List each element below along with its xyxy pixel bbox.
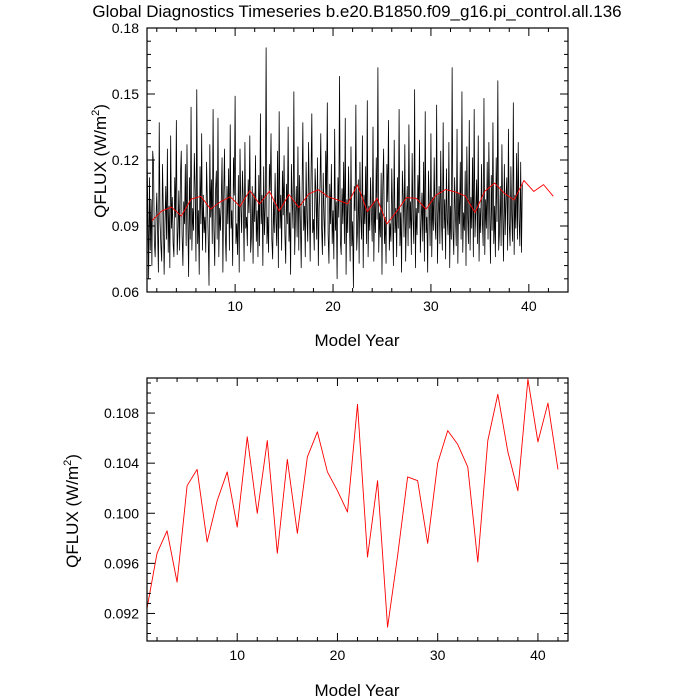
top-y-tick-label: 0.12 — [112, 152, 139, 168]
bottom-plot-area: 10 20 30 40 0.092 0.096 0.100 0.104 0.108 — [104, 377, 569, 663]
bottom-y-tick-label: 0.108 — [104, 405, 139, 421]
top-y-tick-label: 0.06 — [112, 284, 139, 300]
top-y-tick-label: 0.09 — [112, 218, 139, 234]
bottom-y-tick-label: 0.104 — [104, 455, 139, 471]
top-series-annual-mean — [151, 180, 554, 225]
top-x-tick-label: 20 — [325, 298, 341, 314]
bottom-panel: 10 20 30 40 0.092 0.096 0.100 0.104 0.108 Model … — [62, 377, 569, 700]
top-panel: 10 20 30 400.060.090.120.150.18 Model Year … — [90, 20, 569, 350]
bottom-x-axis-label: Model Year — [314, 681, 399, 700]
top-x-tick-label: 30 — [423, 298, 439, 314]
top-x-tick-label: 40 — [521, 298, 537, 314]
bottom-x-tick-label: 10 — [229, 647, 245, 663]
bottom-x-tick-label: 40 — [530, 647, 546, 663]
bottom-plot-frame — [146, 377, 569, 642]
top-y-tick-label: 0.15 — [112, 86, 139, 102]
bottom-x-tick-label: 30 — [430, 647, 446, 663]
bottom-y-axis-label: QFLUX (W/m2) — [62, 454, 82, 568]
bottom-y-tick-label: 0.096 — [104, 555, 139, 571]
bottom-y-tick-label: 0.100 — [104, 505, 139, 521]
top-x-tick-label: 10 — [227, 298, 243, 314]
bottom-y-tick-label: 0.092 — [104, 605, 139, 621]
top-y-tick-label: 0.18 — [112, 20, 139, 36]
figure-title: Global Diagnostics Timeseries b.e20.B185… — [92, 2, 621, 21]
top-plot-area: 10 20 30 40 0.06 0.09 0.12 0.15 0.18 — [112, 20, 569, 314]
bottom-x-tick-label: 20 — [330, 647, 346, 663]
bottom-series-annual-mean — [146, 378, 559, 628]
top-series-monthly — [146, 47, 523, 289]
top-x-axis-label: Model Year — [314, 331, 399, 350]
top-y-axis-label: QFLUX (W/m2) — [90, 104, 110, 218]
